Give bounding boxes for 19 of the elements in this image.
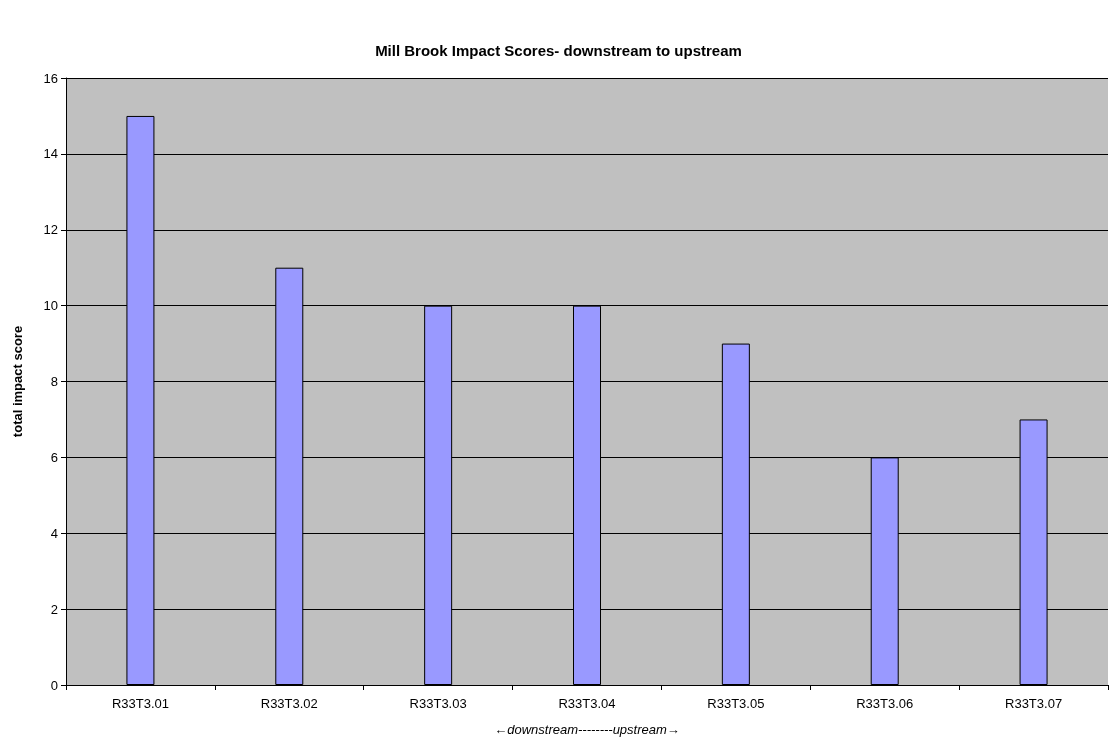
x-tick-label: R33T3.02: [260, 696, 318, 711]
x-tick-label: R33T3.01: [111, 696, 169, 711]
y-tick-label: 0: [50, 677, 58, 693]
x-axis-title: ←downstream--------upstream→: [494, 722, 680, 737]
y-tick-label: 4: [50, 525, 58, 541]
x-tick-label: R33T3.05: [707, 696, 765, 711]
chart-title: Mill Brook Impact Scores- downstream to upstream: [375, 42, 742, 59]
y-tick-label: 12: [43, 222, 58, 238]
y-tick-label: 14: [43, 146, 58, 162]
y-tick-label: 2: [50, 601, 58, 617]
y-axis-title: total impact score: [10, 325, 25, 438]
x-tick-label: R33T3.07: [1005, 696, 1063, 711]
y-tick-label: 16: [43, 70, 58, 86]
x-tick-label: R33T3.04: [558, 696, 616, 711]
x-tick-label: R33T3.06: [856, 696, 914, 711]
y-tick-label: 6: [50, 449, 58, 465]
x-tick-label: R33T3.03: [409, 696, 467, 711]
y-tick-label: 10: [43, 298, 58, 314]
y-tick-label: 8: [50, 374, 58, 389]
